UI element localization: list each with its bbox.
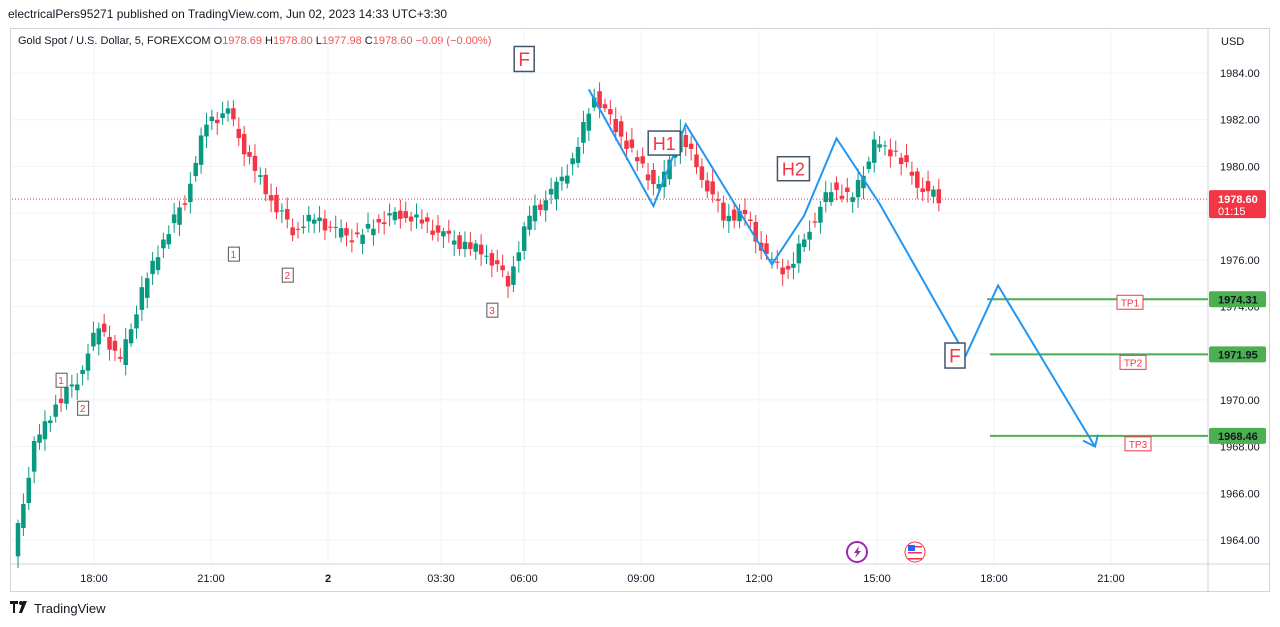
- tradingview-logo-icon: [10, 601, 30, 616]
- high-label: H: [265, 35, 273, 47]
- low-label: L: [315, 35, 322, 47]
- published-caption: electricalPers95271 published on Trading…: [8, 7, 448, 21]
- chart-frame: [10, 28, 1270, 592]
- low-value: 1977.98: [321, 35, 362, 47]
- close-label: C: [364, 35, 373, 47]
- footer-brand[interactable]: TradingView: [10, 601, 106, 616]
- footer-brand-label: TradingView: [34, 601, 106, 616]
- open-value: 1978.69: [222, 35, 262, 47]
- close-value: 1978.60: [372, 35, 413, 47]
- symbol-name: Gold Spot / U.S. Dollar, 5, FOREXCOM: [18, 35, 211, 47]
- high-value: 1978.80: [272, 35, 313, 47]
- change-value: −0.09 (−0.00%): [415, 35, 492, 47]
- open-label: O: [213, 35, 223, 47]
- symbol-legend: Gold Spot / U.S. Dollar, 5, FOREXCOM O19…: [18, 35, 491, 47]
